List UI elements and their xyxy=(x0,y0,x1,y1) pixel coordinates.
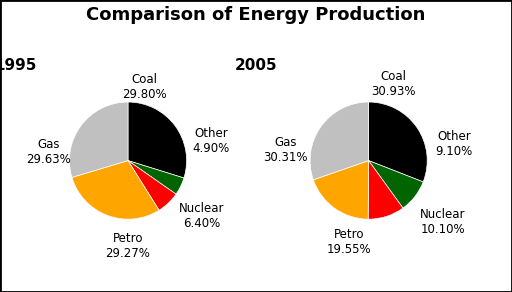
Text: Nuclear
10.10%: Nuclear 10.10% xyxy=(420,208,465,236)
Wedge shape xyxy=(368,161,403,219)
Wedge shape xyxy=(310,102,369,180)
Text: Gas
29.63%: Gas 29.63% xyxy=(26,138,71,166)
Text: 2005: 2005 xyxy=(234,58,278,74)
Text: 1995: 1995 xyxy=(0,58,36,74)
Wedge shape xyxy=(72,161,159,219)
Wedge shape xyxy=(128,161,176,210)
Text: Petro
29.27%: Petro 29.27% xyxy=(105,232,151,260)
Wedge shape xyxy=(128,161,184,194)
Wedge shape xyxy=(369,161,423,208)
Wedge shape xyxy=(70,102,128,178)
Wedge shape xyxy=(313,161,369,219)
Text: Gas
30.31%: Gas 30.31% xyxy=(264,136,308,164)
Wedge shape xyxy=(128,102,186,178)
Text: Petro
19.55%: Petro 19.55% xyxy=(327,228,371,256)
Text: Nuclear
6.40%: Nuclear 6.40% xyxy=(179,202,225,230)
Wedge shape xyxy=(369,102,427,182)
Text: Coal
29.80%: Coal 29.80% xyxy=(122,73,166,101)
Text: Other
9.10%: Other 9.10% xyxy=(436,131,473,158)
Text: Other
4.90%: Other 4.90% xyxy=(193,127,229,155)
Text: Coal
30.93%: Coal 30.93% xyxy=(372,70,416,98)
Text: Comparison of Energy Production: Comparison of Energy Production xyxy=(87,6,425,24)
